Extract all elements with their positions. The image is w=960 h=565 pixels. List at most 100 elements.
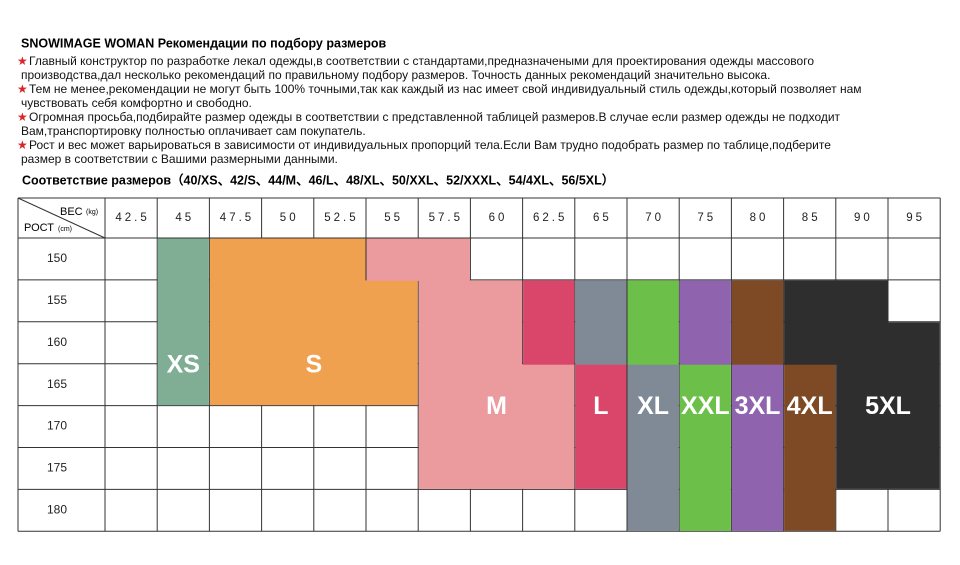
weight: 90 (854, 212, 873, 224)
size-cell (157, 238, 209, 281)
weight: 65 (593, 212, 612, 224)
weight: 75 (697, 212, 716, 224)
size-cell (157, 322, 209, 365)
height: 170 (47, 419, 67, 433)
height-unit: (cm) (58, 226, 72, 233)
weight: 95 (906, 212, 925, 224)
size-cell (209, 322, 418, 365)
note-line: размер в соответствии с Вашими размерным… (21, 152, 338, 166)
size-cell (679, 406, 731, 449)
size-cell (157, 280, 209, 323)
size-cell (784, 280, 888, 323)
size-cell (731, 489, 784, 531)
size-cell (209, 280, 418, 323)
size-label: XL (637, 392, 669, 420)
size-cell (836, 364, 940, 407)
height: 180 (47, 503, 67, 517)
size-cell (679, 280, 731, 323)
weight: 47.5 (220, 212, 254, 224)
weight: 60 (489, 212, 508, 224)
size-label: 4XL (787, 392, 833, 420)
size-cell (731, 364, 784, 407)
size-cell (679, 489, 731, 531)
size-cell (418, 364, 575, 407)
size-cell (157, 364, 209, 406)
size-cell (784, 322, 940, 365)
size-cell (418, 406, 575, 449)
height: 150 (47, 251, 67, 265)
note-line: Вам,транспортировку полностью оплачивает… (21, 124, 366, 138)
weight: 55 (384, 212, 403, 224)
size-cell (784, 489, 836, 531)
size-cell (627, 322, 679, 365)
weight: 42.5 (115, 212, 149, 224)
weight-unit: (kg) (86, 209, 98, 216)
weight: 50 (280, 212, 299, 224)
size-cell (575, 448, 627, 489)
height: 165 (47, 377, 67, 391)
size-cell (784, 364, 836, 407)
weight: 85 (802, 212, 821, 224)
size-regions (157, 238, 940, 531)
weight: 52.5 (324, 212, 358, 224)
size-cell (679, 448, 731, 491)
weight: 45 (175, 212, 194, 224)
size-label: XS (167, 350, 200, 378)
height: 160 (47, 335, 67, 349)
size-cell (523, 280, 575, 323)
star: ★ (17, 82, 28, 96)
size-label: 5XL (865, 392, 911, 420)
size-cell (575, 322, 627, 365)
weight-label: ВЕС (60, 206, 83, 218)
weight: 70 (645, 212, 664, 224)
size-label: 3XL (735, 392, 781, 420)
subtitle: Соответствие размеров（40/XS、42/S、44/M、46… (22, 172, 614, 187)
weight: 57.5 (429, 212, 463, 224)
size-label: S (305, 350, 322, 378)
size-cell (575, 280, 627, 323)
note-line: производства,дал несколько рекомендаций … (21, 68, 770, 82)
size-cell (679, 322, 731, 365)
title: SNOWIMAGE WOMAN Рекомендации по подбору … (21, 36, 386, 50)
size-cell (523, 322, 575, 365)
size-cell (784, 406, 836, 449)
diagonal (17, 197, 106, 239)
size-cell (627, 448, 679, 491)
size-cell (418, 448, 575, 489)
star: ★ (17, 110, 28, 124)
size-cell (731, 280, 784, 323)
size-cell (784, 448, 836, 491)
note-line: Главный конструктор по разработке лекал … (29, 54, 814, 68)
size-cell (627, 364, 679, 407)
size-cell (731, 406, 784, 449)
size-cell (836, 406, 940, 449)
size-cell (836, 448, 940, 489)
size-cell (366, 238, 470, 281)
height-label: РОСТ (24, 222, 54, 234)
star: ★ (17, 138, 28, 152)
size-cell (731, 448, 784, 491)
note-line: Рост и вес может варьироваться в зависим… (29, 138, 831, 152)
size-cell (627, 489, 679, 531)
size-label: XXL (681, 392, 730, 420)
note-line: Тем не менее,рекомендации не могут быть … (29, 82, 862, 96)
size-cell (575, 364, 627, 407)
size-cell (731, 322, 784, 365)
star: ★ (17, 54, 28, 68)
size-cell (679, 364, 731, 407)
size-cell (575, 406, 627, 449)
size-cell (209, 364, 418, 406)
note-line: Огромная просьба,подбирайте размер одежд… (29, 110, 841, 124)
size-label: M (486, 392, 507, 420)
weight: 80 (750, 212, 769, 224)
weight: 62.5 (533, 212, 567, 224)
note-line: чувствовать себя комфортно и свободно. (21, 96, 252, 110)
height: 155 (47, 293, 67, 307)
size-cell (627, 280, 679, 323)
height: 175 (47, 461, 67, 475)
size-cell (209, 238, 366, 281)
size-label: L (593, 392, 608, 420)
size-cell (627, 406, 679, 449)
size-cell (418, 280, 523, 323)
